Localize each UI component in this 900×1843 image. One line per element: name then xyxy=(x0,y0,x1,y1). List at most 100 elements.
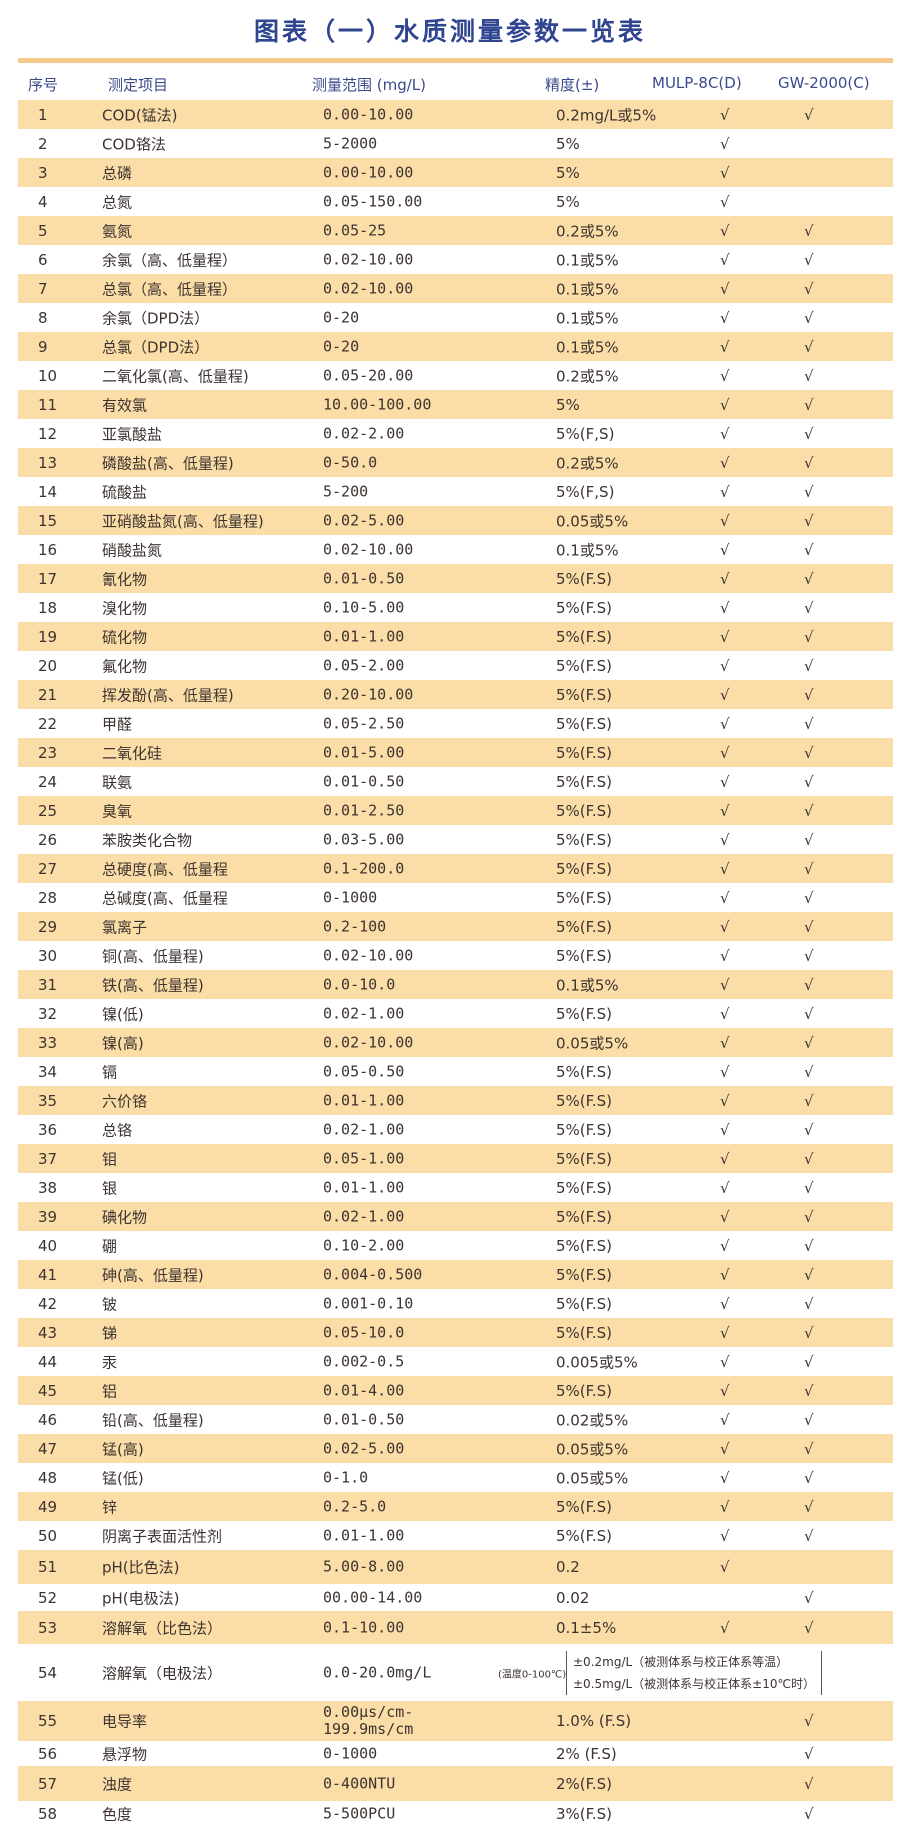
cell-prec: 5%(F,S) xyxy=(556,482,615,501)
check-icon: √ xyxy=(720,366,730,385)
cell-num: 6 xyxy=(38,250,48,269)
check-icon: √ xyxy=(804,308,814,327)
check-icon: √ xyxy=(804,482,814,501)
cell-item: 氨氮 xyxy=(102,222,133,240)
cell-prec: 5%(F.S) xyxy=(556,1294,613,1313)
cell-range: 0.00μs/cm-199.9ms/cm xyxy=(323,1703,414,1738)
cell-item: 联氨 xyxy=(102,773,133,791)
check-icon: √ xyxy=(804,1178,814,1197)
cell-item: 电导率 xyxy=(102,1712,148,1731)
check-icon: √ xyxy=(804,1618,814,1637)
cell-range: 0.05-20.00 xyxy=(323,366,414,384)
cell-prec: 5%(F.S) xyxy=(556,946,613,965)
cell-num: 32 xyxy=(38,1004,58,1023)
cell-prec: 0.2或5% xyxy=(556,367,619,385)
cell-prec: 0.05或5% xyxy=(556,512,629,530)
check-icon: √ xyxy=(804,1774,814,1793)
check-icon: √ xyxy=(720,105,730,124)
cell-item: 亚氯酸盐 xyxy=(102,425,163,443)
cell-range: 0.02-1.00 xyxy=(323,1120,405,1138)
cell-range: 0-20 xyxy=(323,337,360,355)
cell-item: COD铬法 xyxy=(102,135,166,153)
cell-prec: 5%(F.S) xyxy=(556,1497,613,1516)
cell-item: 镍(高) xyxy=(102,1034,144,1052)
check-icon: √ xyxy=(804,1381,814,1400)
table-row: 24 联氨 0.01-0.50 5%(F.S) √ √ xyxy=(18,767,893,796)
check-icon: √ xyxy=(720,830,730,849)
cell-num: 26 xyxy=(38,830,58,849)
cell-range: 0-1000 xyxy=(323,1744,378,1762)
cell-num: 35 xyxy=(38,1091,58,1110)
cell-num: 44 xyxy=(38,1352,58,1371)
table-row: 29 氯离子 0.2-100 5%(F.S) √ √ xyxy=(18,912,893,941)
cell-range: 5-2000 xyxy=(323,134,378,152)
cell-range: 0.01-1.00 xyxy=(323,1091,405,1109)
check-icon: √ xyxy=(720,1178,730,1197)
check-icon: √ xyxy=(720,917,730,936)
table-row: 8 余氯（DPD法） 0-20 0.1或5% √ √ xyxy=(18,303,893,332)
check-icon: √ xyxy=(804,1091,814,1110)
cell-item: 氰化物 xyxy=(102,570,148,588)
check-icon: √ xyxy=(804,598,814,617)
table-row: 36 总铬 0.02-1.00 5%(F.S) √ √ xyxy=(18,1115,893,1144)
cell-range: 0.1-10.00 xyxy=(323,1618,405,1636)
cell-prec: 5% xyxy=(556,163,580,182)
table-row: 50 阴离子表面活性剂 0.01-1.00 5%(F.S) √ √ xyxy=(18,1521,893,1550)
check-icon: √ xyxy=(720,1033,730,1052)
cell-num: 17 xyxy=(38,569,58,588)
table-row: 41 砷(高、低量程) 0.004-0.500 5%(F.S) √ √ xyxy=(18,1260,893,1289)
check-icon: √ xyxy=(720,482,730,501)
check-icon: √ xyxy=(804,424,814,443)
table-row: 28 总碱度(高、低量程 0-1000 5%(F.S) √ √ xyxy=(18,883,893,912)
cell-item: 甲醛 xyxy=(102,715,133,733)
check-icon: √ xyxy=(804,743,814,762)
cell-item: pH(比色法) xyxy=(102,1558,180,1577)
cell-item: 铁(高、低量程) xyxy=(102,976,204,994)
cell-range: 0.2-100 xyxy=(323,917,387,935)
cell-num: 8 xyxy=(38,308,48,327)
cell-prec: 0.1或5% xyxy=(556,280,619,298)
cell-range: 5-500PCU xyxy=(323,1804,396,1823)
check-icon: √ xyxy=(720,859,730,878)
cell-range: 10.00-100.00 xyxy=(323,395,432,413)
cell-num: 18 xyxy=(38,598,58,617)
check-icon: √ xyxy=(720,1323,730,1342)
table-row: 6 余氯（高、低量程） 0.02-10.00 0.1或5% √ √ xyxy=(18,245,893,274)
cell-prec: 2% (F.S) xyxy=(556,1744,617,1763)
check-icon: √ xyxy=(720,424,730,443)
cell-prec: 0.2 xyxy=(556,1558,580,1576)
cell-item: 有效氯 xyxy=(102,396,148,414)
table-row: 51 pH(比色法) 5.00-8.00 0.2 √ xyxy=(18,1550,893,1584)
cell-prec: 5%(F.S) xyxy=(556,1236,613,1255)
cell-prec: 0.05或5% xyxy=(556,1034,629,1052)
check-icon: √ xyxy=(804,772,814,791)
cell-num: 33 xyxy=(38,1033,58,1052)
cell-item: 总碱度(高、低量程 xyxy=(102,889,228,907)
precision-bracket: ±0.2mg/L（被测体系与校正体系等温） ±0.5mg/L（被测体系与校正体系±… xyxy=(566,1650,822,1695)
cell-item: 溶解氧（电极法） xyxy=(102,1664,223,1682)
cell-item: 氟化物 xyxy=(102,657,148,675)
check-icon: √ xyxy=(804,1712,814,1730)
table-row: 23 二氧化硅 0.01-5.00 5%(F.S) √ √ xyxy=(18,738,893,767)
cell-prec: 0.1或5% xyxy=(556,309,619,327)
cell-prec: 5%(F.S) xyxy=(556,598,613,617)
cell-range: 0-400NTU xyxy=(323,1774,396,1792)
cell-num: 56 xyxy=(38,1744,58,1763)
cell-prec: 5%(F.S) xyxy=(556,772,613,791)
cell-range: 0.10-5.00 xyxy=(323,598,405,616)
table-row: 17 氰化物 0.01-0.50 5%(F.S) √ √ xyxy=(18,564,893,593)
table-row: 38 银 0.01-1.00 5%(F.S) √ √ xyxy=(18,1173,893,1202)
cell-prec: 5%(F,S) xyxy=(556,424,615,443)
cell-item: 硼 xyxy=(102,1237,118,1255)
cell-range: 0.02-10.00 xyxy=(323,540,414,558)
table-row: 52 pH(电极法) 00.00-14.00 0.02 √ xyxy=(18,1584,893,1611)
table-row: 40 硼 0.10-2.00 5%(F.S) √ √ xyxy=(18,1231,893,1260)
page-title: 图表（一）水质测量参数一览表 xyxy=(253,17,646,46)
cell-item: 阴离子表面活性剂 xyxy=(102,1527,223,1545)
cell-item: 总氯（高、低量程） xyxy=(102,280,238,298)
cell-num: 21 xyxy=(38,685,58,704)
cell-prec: 0.02 xyxy=(556,1588,590,1607)
cell-num: 1 xyxy=(38,105,48,124)
check-icon: √ xyxy=(720,569,730,588)
check-icon: √ xyxy=(804,685,814,704)
